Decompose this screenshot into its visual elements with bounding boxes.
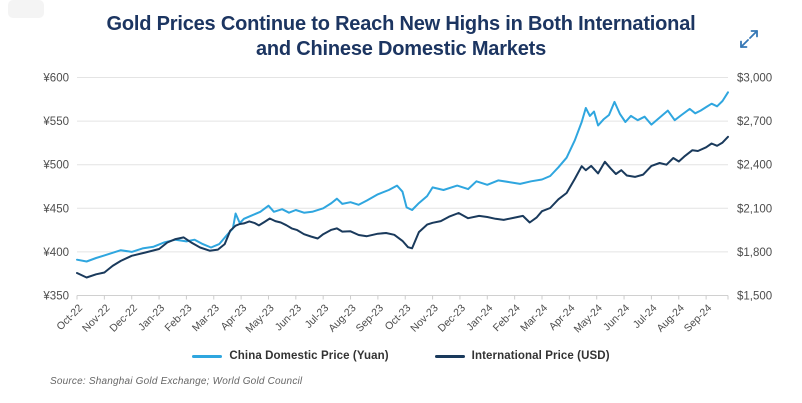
x-axis-tick-label: Mar-23 [190,302,222,334]
x-axis-tick-label: Dec-22 [107,302,140,335]
x-axis-tick-label: Jan-23 [136,302,167,333]
right-axis-tick-label: $2,100 [737,203,772,215]
x-axis-tick-label: Aug-23 [326,302,359,335]
x-axis-tick-label: May-24 [572,302,605,335]
legend-label-1: International Price (USD) [471,350,610,362]
chart-legend: China Domestic Price (Yuan) International… [0,347,802,365]
x-axis-tick-label: Dec-23 [436,302,469,335]
x-axis-tick-label: May-23 [243,302,276,335]
x-axis-tick-label: Feb-24 [491,302,523,334]
legend-swatch-0 [192,354,223,358]
right-axis-tick-label: $1,800 [737,247,772,259]
left-axis-tick-label: ¥450 [42,203,69,215]
series-line-0 [76,91,729,263]
x-axis-tick-label: Feb-23 [163,302,195,334]
corner-artifact [8,0,44,18]
x-axis-tick-label: Nov-22 [80,302,113,335]
right-axis-tick-label: $2,400 [737,160,772,172]
x-axis-tick-label: Oct-22 [54,302,85,333]
series-line-1 [76,135,729,279]
x-axis-tick-label: Mar-24 [518,302,550,334]
left-axis-tick-label: ¥500 [42,160,69,172]
right-axis-tick-label: $3,000 [737,73,772,85]
legend-label-0: China Domestic Price (Yuan) [229,350,389,362]
chart-title-line-1: Gold Prices Continue to Reach New Highs … [106,13,696,35]
left-axis-tick-label: ¥600 [42,73,69,85]
x-axis-tick-label: Sep-23 [354,302,387,335]
x-axis-tick-label: Nov-23 [408,302,441,335]
right-axis-tick-label: $2,700 [737,116,772,128]
source-attribution: Source: Shanghai Gold Exchange; World Go… [50,376,303,387]
legend-item-0: China Domestic Price (Yuan) [192,350,389,362]
legend-item-1: International Price (USD) [434,350,610,362]
left-axis-tick-label: ¥350 [42,291,69,303]
left-axis-tick-label: ¥550 [42,116,69,128]
chart-title: Gold Prices Continue to Reach New Highs … [0,12,802,62]
right-axis-tick-label: $1,500 [737,291,772,303]
x-axis-tick-label: Jun-23 [273,302,304,333]
x-axis-tick-label: Oct-23 [383,302,414,333]
x-axis-tick-label: Jun-24 [601,302,632,333]
expand-icon[interactable] [738,28,760,50]
x-axis-tick-label: Sep-24 [682,302,715,335]
x-axis-tick-label: Jan-24 [464,302,495,333]
left-axis-tick-label: ¥400 [42,247,69,259]
chart-title-line-2: and Chinese Domestic Markets [255,38,547,60]
x-axis-tick-label: Aug-24 [654,302,687,335]
legend-swatch-1 [434,354,465,358]
